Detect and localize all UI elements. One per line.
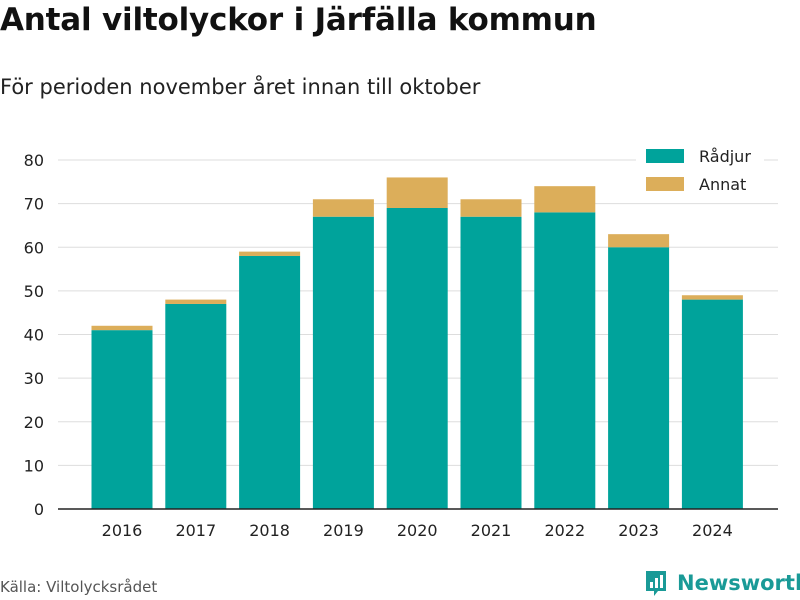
y-tick-label-40: 40	[24, 326, 44, 345]
legend-label-rådjur: Rådjur	[699, 147, 751, 166]
x-tick-label-2020: 2020	[397, 521, 438, 540]
x-tick-label-2021: 2021	[471, 521, 512, 540]
bar-rådjur-2023[interactable]	[608, 247, 670, 509]
x-tick-label-2017: 2017	[175, 521, 216, 540]
legend-swatch-rådjur	[646, 149, 684, 163]
y-tick-label-30: 30	[24, 369, 44, 388]
bar-rådjur-2022[interactable]	[534, 212, 596, 509]
bar-rådjur-2016[interactable]	[91, 330, 153, 509]
legend-swatch-annat	[646, 177, 684, 191]
x-tick-label-2023: 2023	[618, 521, 659, 540]
y-tick-label-10: 10	[24, 456, 44, 475]
x-tick-label-2016: 2016	[102, 521, 143, 540]
bar-annat-2020[interactable]	[386, 177, 448, 208]
chart-title: Antal viltolyckor i Järfälla kommun	[0, 2, 597, 38]
axes: 0 10 20 30 40 50 60 70 80 2016 2017 2018 2019 2020 202…	[24, 151, 778, 540]
bar-rådjur-2017[interactable]	[165, 303, 227, 509]
chart-subtitle: För perioden november året innan till ok…	[0, 75, 481, 99]
x-tick-label-2018: 2018	[249, 521, 290, 540]
bar-annat-2017[interactable]	[165, 299, 227, 304]
source-note: Källa: Viltolycksrådet	[0, 578, 158, 596]
legend: Rådjur Annat	[636, 140, 764, 202]
y-tick-label-80: 80	[24, 151, 44, 170]
x-tick-label-2024: 2024	[692, 521, 733, 540]
y-tick-label-70: 70	[24, 195, 44, 214]
y-tick-label-50: 50	[24, 282, 44, 301]
bar-rådjur-2021[interactable]	[460, 216, 522, 509]
newsworthy-icon	[646, 571, 666, 596]
x-tick-label-2022: 2022	[544, 521, 585, 540]
brand-logo[interactable]: Newsworthy	[643, 567, 800, 599]
bar-annat-2021[interactable]	[460, 199, 522, 217]
y-tick-label-20: 20	[24, 413, 44, 432]
bar-annat-2019[interactable]	[312, 199, 374, 217]
bar-rådjur-2024[interactable]	[681, 299, 743, 509]
bars	[91, 177, 743, 510]
bar-rådjur-2018[interactable]	[239, 255, 301, 509]
bar-annat-2018[interactable]	[239, 251, 301, 256]
bar-rådjur-2019[interactable]	[312, 216, 374, 509]
bar-annat-2022[interactable]	[534, 186, 596, 213]
bar-annat-2023[interactable]	[608, 234, 670, 248]
y-tick-label-60: 60	[24, 238, 44, 257]
brand-name: Newsworthy	[677, 571, 800, 595]
bar-annat-2024[interactable]	[681, 295, 743, 300]
bar-annat-2016[interactable]	[91, 325, 153, 331]
legend-label-annat: Annat	[699, 175, 746, 194]
bar-rådjur-2020[interactable]	[386, 207, 448, 510]
x-tick-label-2019: 2019	[323, 521, 364, 540]
y-tick-label-0: 0	[34, 500, 44, 519]
